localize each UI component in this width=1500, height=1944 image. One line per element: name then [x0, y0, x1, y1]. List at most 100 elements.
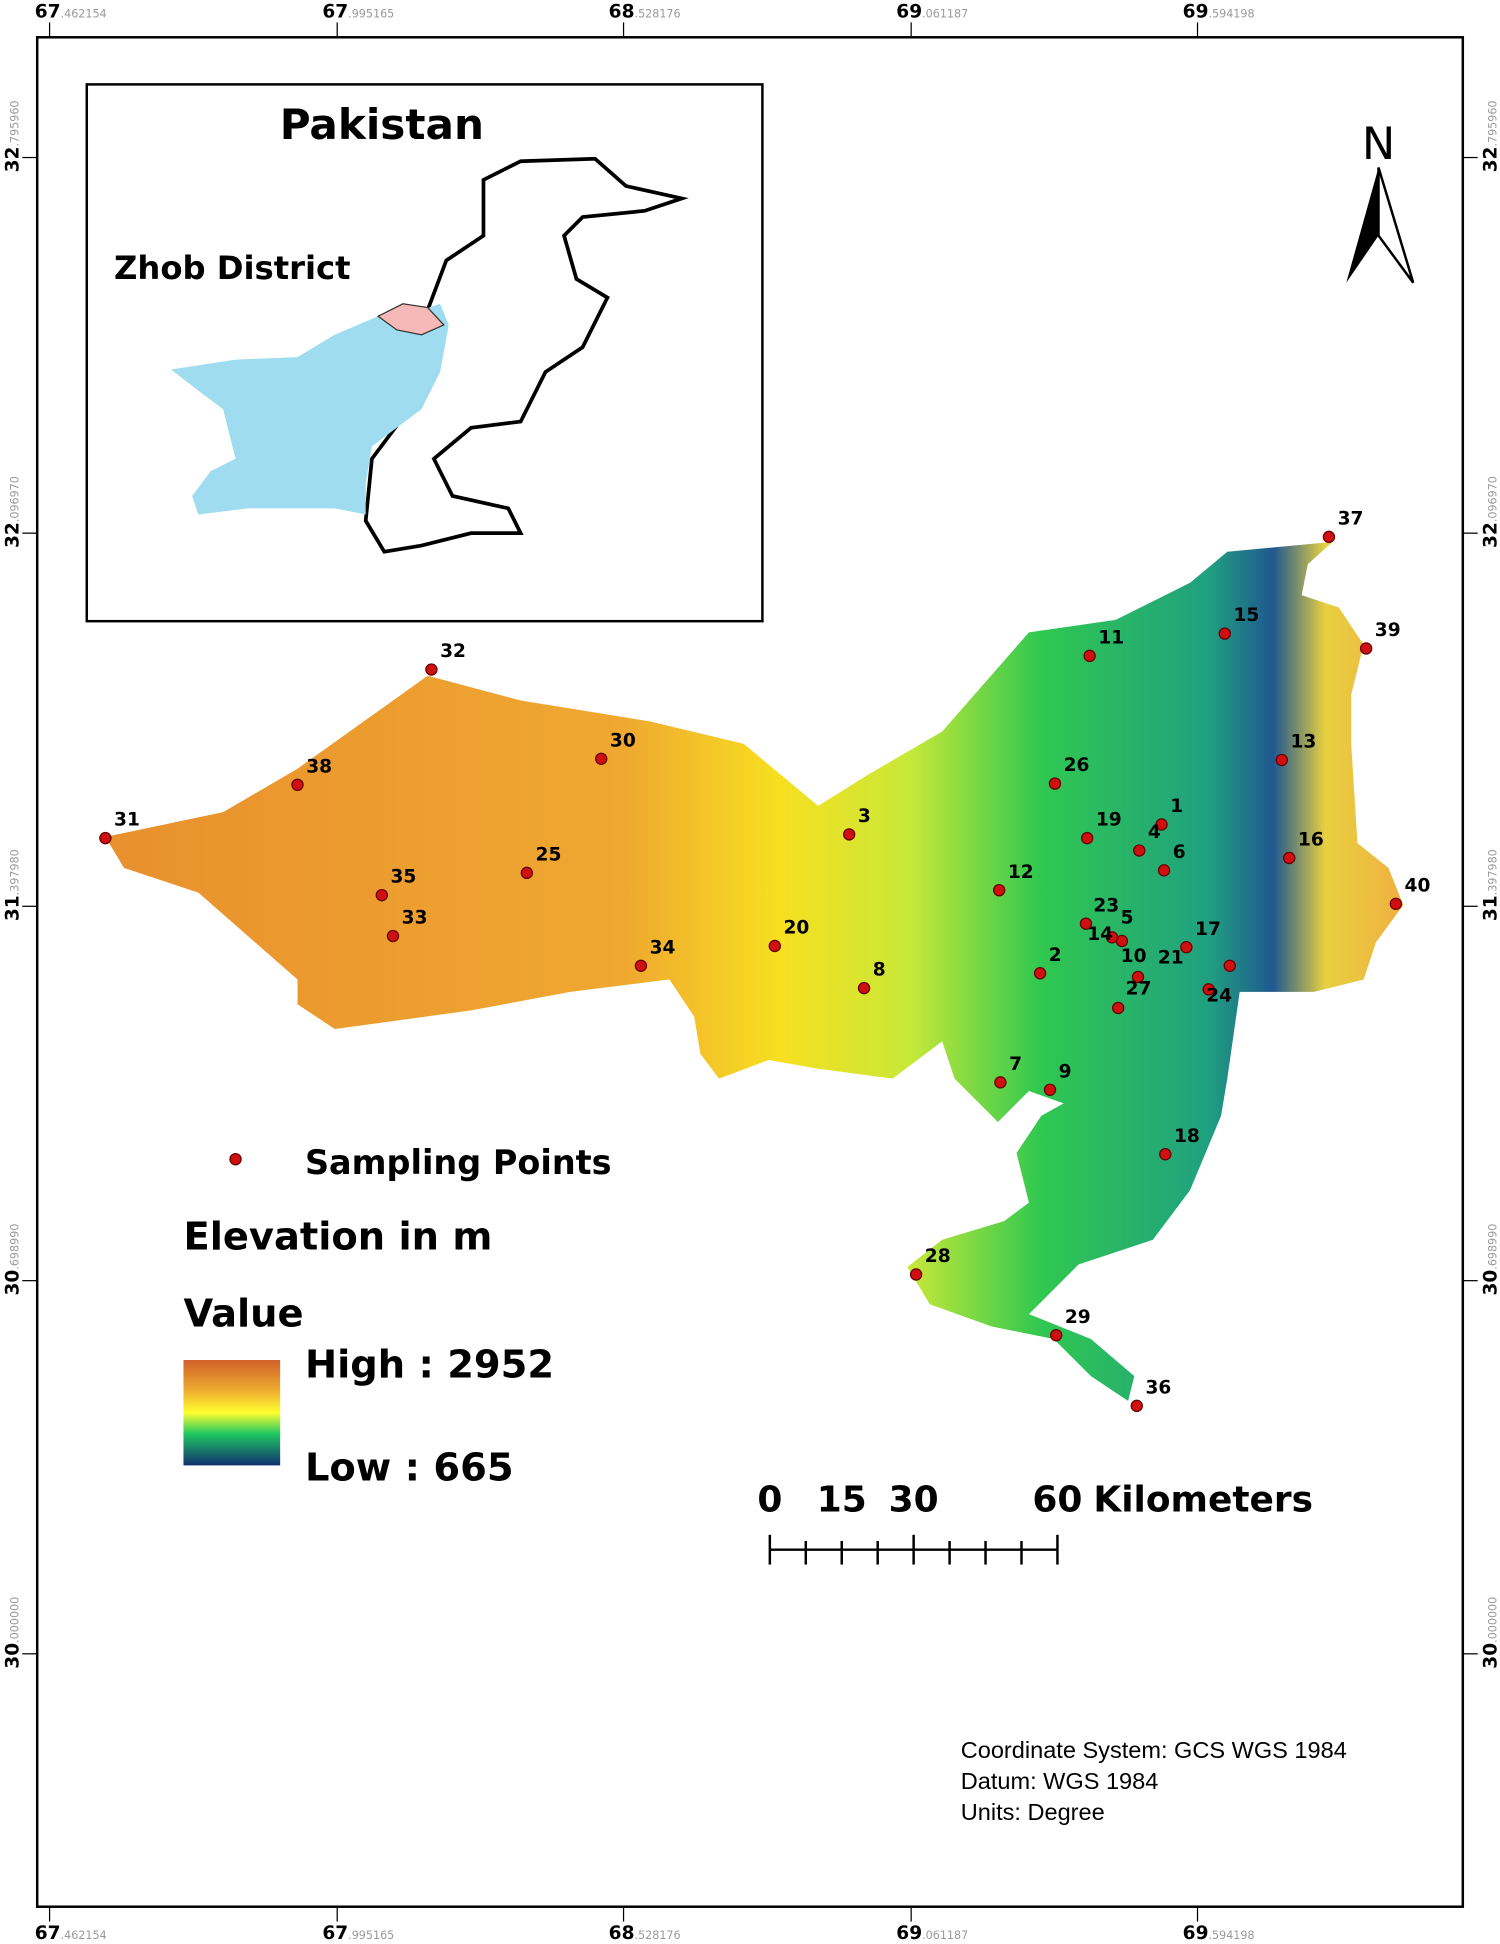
tick-whole: 67: [35, 1923, 61, 1944]
sampling-point: [425, 663, 438, 676]
zhob-elevation: [105, 541, 1404, 1401]
sampling-point: [1223, 959, 1236, 973]
point-label: 7: [1009, 1054, 1022, 1075]
sampling-point: [1111, 1001, 1125, 1015]
tick-fraction: .096970: [1486, 476, 1499, 522]
point-label: 33: [402, 908, 428, 929]
sampling-point: [1322, 530, 1336, 544]
point-label: 23: [1093, 895, 1119, 916]
tick-fraction: .462154: [61, 7, 107, 20]
tick-fraction: .397980: [1486, 849, 1499, 895]
north-arrow: [1346, 167, 1379, 283]
point-label: 29: [1065, 1307, 1091, 1328]
point-label: 4: [1148, 822, 1161, 843]
tick-fraction: .000000: [9, 1597, 22, 1643]
sampling-point: [1157, 864, 1171, 877]
point-label: 34: [650, 937, 676, 958]
tick-whole: 68: [609, 1923, 635, 1944]
inset-title: Pakistan: [280, 100, 484, 149]
tick-fraction: .061187: [922, 1929, 968, 1942]
sampling-point: [1083, 649, 1096, 663]
sampling-point: [842, 828, 856, 841]
x-tick-label: 68.528176: [609, 1, 681, 22]
tick-whole: 32: [1480, 522, 1500, 548]
point-label: 5: [1121, 908, 1134, 929]
point-label: 24: [1206, 986, 1232, 1007]
scale-label: 30: [889, 1479, 939, 1520]
point-label: 26: [1064, 755, 1090, 776]
frame: [35, 36, 1465, 1908]
info-line: Datum: WGS 1984: [961, 1768, 1159, 1794]
tick-whole: 30: [1480, 1643, 1500, 1669]
x-tick-label: 67.462154: [35, 1923, 107, 1944]
x-tick-label: 69.061187: [896, 1923, 968, 1944]
x-tick-label: 67.462154: [35, 1, 107, 22]
tick-fraction: .594198: [1209, 7, 1255, 20]
legend-high: High : 2952: [305, 1342, 554, 1387]
tick-fraction: .795960: [1486, 100, 1499, 146]
north-arrow: [1377, 167, 1415, 284]
legend-low: Low : 665: [305, 1445, 514, 1490]
y-tick-label: 30.698990: [3, 1224, 24, 1296]
point-label: 6: [1173, 842, 1186, 863]
legend-ramp: [183, 1360, 281, 1466]
point-label: 2: [1049, 945, 1062, 966]
tick-fraction: .096970: [9, 476, 22, 522]
point-label: 12: [1008, 862, 1034, 883]
y-tick-label: 32.795960: [3, 100, 24, 172]
sampling-point: [520, 866, 534, 880]
tick-whole: 31: [3, 895, 24, 921]
tick-whole: 67: [35, 1, 61, 22]
sampling-point: [1275, 753, 1289, 767]
tick-whole: 32: [3, 522, 24, 548]
sampling-point: [1359, 642, 1373, 655]
point-label: 16: [1298, 830, 1324, 851]
tick-whole: 30: [3, 1270, 24, 1296]
point-label: 39: [1375, 620, 1401, 641]
sampling-point: [1133, 844, 1146, 857]
x-tick-label: 69.061187: [896, 1, 968, 22]
tick-whole: 68: [609, 1, 635, 22]
sampling-point: [992, 883, 1006, 897]
point-label: 8: [873, 960, 886, 981]
sampling-point: [768, 939, 781, 953]
x-tick-label: 67.995165: [322, 1923, 394, 1944]
tick-fraction: .528176: [635, 7, 681, 20]
point-label: 17: [1195, 919, 1221, 940]
sampling-point: [634, 959, 648, 973]
sampling-point: [1033, 967, 1047, 980]
x-tick-label: 68.528176: [609, 1923, 681, 1944]
sampling-point: [1131, 970, 1145, 984]
tick-fraction: .528176: [635, 1929, 681, 1942]
tick-fraction: .594198: [1209, 1929, 1255, 1942]
y-tick-label: 31.397980: [1480, 849, 1500, 921]
sampling-point: [291, 778, 304, 792]
point-label: 9: [1059, 1061, 1072, 1082]
y-tick-label: 30.698990: [1480, 1224, 1500, 1296]
point-label: 14: [1087, 924, 1113, 945]
tick-fraction: .000000: [1486, 1597, 1499, 1643]
tick-fraction: .995165: [348, 1929, 394, 1942]
scale-label: 0: [757, 1479, 782, 1520]
point-label: 27: [1126, 978, 1152, 999]
tick-fraction: .795960: [9, 100, 22, 146]
sampling-point: [595, 752, 608, 765]
tick-whole: 69: [896, 1, 922, 22]
point-label: 38: [306, 756, 332, 777]
point-label: 1: [1170, 796, 1183, 817]
tick-fraction: .995165: [348, 7, 394, 20]
sampling-point: [1105, 931, 1119, 944]
north-label: N: [1362, 118, 1395, 170]
tick-fraction: .061187: [922, 7, 968, 20]
tick-whole: 30: [3, 1643, 24, 1669]
point-label: 11: [1098, 627, 1124, 648]
tick-whole: 69: [896, 1923, 922, 1944]
point-label: 40: [1405, 875, 1431, 896]
scale-unit: Kilometers: [1093, 1479, 1313, 1520]
sampling-point: [1180, 941, 1193, 954]
point-label: 31: [114, 810, 140, 831]
tick-fraction: .397980: [9, 849, 22, 895]
sampling-point: [1048, 777, 1062, 790]
sampling-point: [375, 888, 389, 902]
y-tick-label: 30.000000: [1480, 1597, 1500, 1669]
